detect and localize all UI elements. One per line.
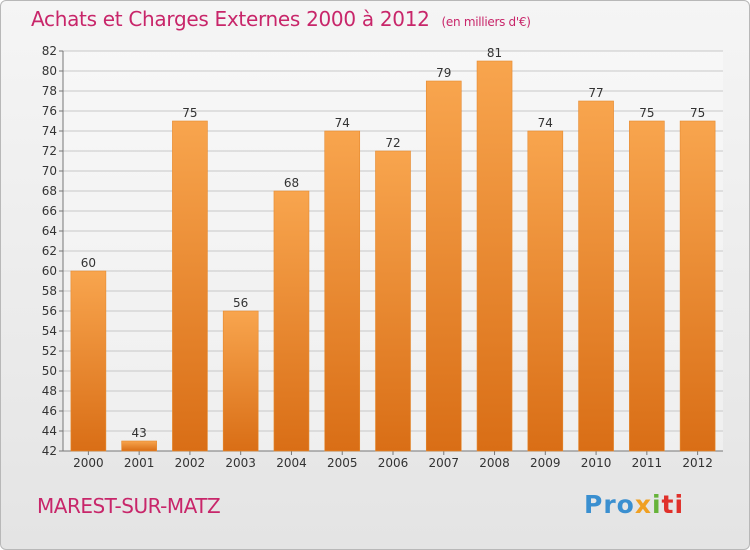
data-label: 74 bbox=[335, 116, 350, 130]
data-label: 43 bbox=[132, 426, 147, 440]
bar-2008 bbox=[476, 60, 513, 452]
data-label: 79 bbox=[436, 66, 451, 80]
bar-2010 bbox=[578, 100, 614, 452]
y-tick-label: 52 bbox=[42, 344, 57, 358]
y-tick-label: 46 bbox=[42, 404, 57, 418]
data-label: 74 bbox=[538, 116, 553, 130]
chart-unit: (en milliers d'€) bbox=[441, 15, 531, 29]
data-label: 81 bbox=[487, 46, 502, 60]
bar-2006 bbox=[375, 150, 411, 452]
x-tick-label: 2012 bbox=[682, 456, 713, 470]
bar-2012 bbox=[679, 120, 716, 452]
x-tick-label: 2002 bbox=[175, 456, 206, 470]
y-tick-label: 70 bbox=[42, 164, 57, 178]
x-tick-label: 2010 bbox=[581, 456, 612, 470]
y-tick-label: 76 bbox=[42, 104, 57, 118]
y-tick-label: 54 bbox=[42, 324, 57, 338]
y-tick-label: 82 bbox=[42, 44, 57, 58]
y-tick-label: 80 bbox=[42, 64, 57, 78]
data-label: 75 bbox=[639, 106, 654, 120]
x-tick-label: 2001 bbox=[124, 456, 155, 470]
data-label: 75 bbox=[690, 106, 705, 120]
y-tick-label: 44 bbox=[42, 424, 57, 438]
x-tick-label: 2008 bbox=[479, 456, 510, 470]
logo-part: ti bbox=[661, 490, 685, 519]
x-tick-label: 2011 bbox=[632, 456, 663, 470]
y-tick-label: 64 bbox=[42, 224, 57, 238]
y-tick-label: 48 bbox=[42, 384, 57, 398]
y-tick-label: 66 bbox=[42, 204, 57, 218]
logo-part: x bbox=[634, 490, 652, 519]
x-tick-label: 2009 bbox=[530, 456, 561, 470]
chart-title: Achats et Charges Externes 2000 à 2012 (e… bbox=[31, 7, 531, 31]
y-tick-label: 62 bbox=[42, 244, 57, 258]
x-tick-label: 2007 bbox=[428, 456, 459, 470]
logo-part: Pro bbox=[584, 490, 635, 519]
y-tick-label: 58 bbox=[42, 284, 57, 298]
data-label: 77 bbox=[588, 86, 603, 100]
y-tick-label: 50 bbox=[42, 364, 57, 378]
y-tick-label: 72 bbox=[42, 144, 57, 158]
y-tick-label: 60 bbox=[42, 264, 57, 278]
data-label: 56 bbox=[233, 296, 248, 310]
bar-2011 bbox=[629, 120, 665, 452]
proxiti-logo: Proxiti bbox=[584, 490, 684, 519]
bar-2009 bbox=[527, 130, 564, 452]
y-tick-label: 74 bbox=[42, 124, 57, 138]
data-label: 75 bbox=[182, 106, 197, 120]
bar-2001 bbox=[121, 440, 157, 452]
y-tick-label: 78 bbox=[42, 84, 57, 98]
bar-2000 bbox=[70, 270, 107, 452]
x-tick-label: 2005 bbox=[327, 456, 358, 470]
data-label: 72 bbox=[385, 136, 400, 150]
place-name: MAREST-SUR-MATZ bbox=[37, 494, 221, 518]
axes: 42 44 46 48 50 52 54 56 58 60 62 64 66 68 70 72 74 76 78 80… bbox=[42, 44, 723, 470]
data-labels: 60 43 75 56 68 74 72 79 81 74 77 75 75 bbox=[81, 46, 706, 440]
bar-2005 bbox=[324, 130, 361, 452]
bar-2004 bbox=[273, 190, 310, 452]
x-tick-label: 2000 bbox=[73, 456, 104, 470]
data-label: 60 bbox=[81, 256, 96, 270]
bars bbox=[70, 60, 716, 452]
bar-2002 bbox=[172, 120, 208, 452]
x-tick-label: 2003 bbox=[225, 456, 256, 470]
y-tick-label: 68 bbox=[42, 184, 57, 198]
y-tick-label: 42 bbox=[42, 444, 57, 458]
bar-2003 bbox=[222, 310, 259, 452]
y-tick-label: 56 bbox=[42, 304, 57, 318]
chart-title-text: Achats et Charges Externes 2000 à 2012 bbox=[31, 7, 430, 31]
x-tick-label: 2006 bbox=[378, 456, 409, 470]
logo-part: i bbox=[651, 490, 662, 519]
data-label: 68 bbox=[284, 176, 299, 190]
x-tick-label: 2004 bbox=[276, 456, 307, 470]
bar-2007 bbox=[425, 80, 462, 452]
